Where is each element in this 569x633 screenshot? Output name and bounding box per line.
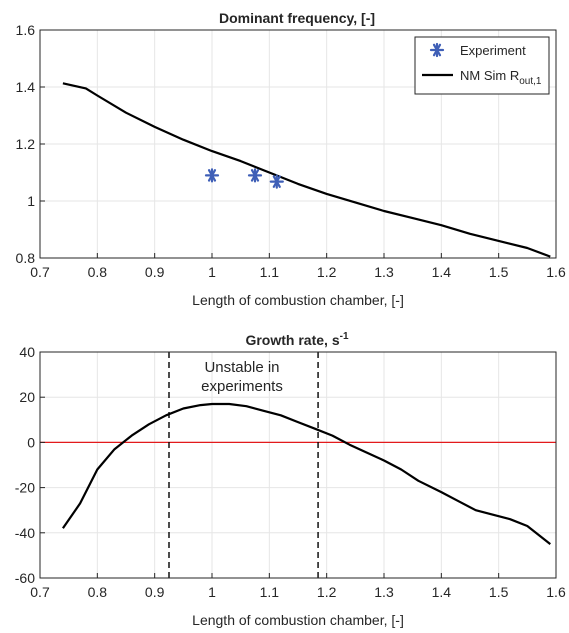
series-lines — [61, 402, 551, 545]
chart-title: Growth rate, s-1 — [245, 331, 348, 348]
chart-dominant-frequency: Dominant frequency, [-] 0.7 0.8 0.9 1 1.1 1.2… — [16, 10, 566, 308]
y-tick-label: -20 — [15, 480, 35, 496]
legend-asterisk-icon — [429, 42, 445, 58]
x-tick-label: 0.7 — [30, 264, 50, 280]
y-tick-label: 1.4 — [16, 79, 36, 95]
x-tick-label: 0.7 — [30, 584, 50, 600]
legend: Experiment NM Sim Rout,1 — [414, 36, 550, 95]
x-tick-label: 0.8 — [88, 584, 108, 600]
annotation-line-1: Unstable in — [204, 359, 279, 376]
x-tick-label: 1.3 — [374, 584, 394, 600]
x-tick-label: 0.9 — [145, 264, 165, 280]
y-tick-label: 0.8 — [16, 250, 36, 266]
data-point-experiment — [269, 174, 284, 189]
x-tick-label: 1.2 — [317, 264, 337, 280]
series-line — [62, 82, 551, 258]
x-tick-label: 1.6 — [546, 584, 566, 600]
y-tick-label: 40 — [19, 344, 35, 360]
legend-marker-experiment — [429, 42, 445, 58]
x-axis-ticks: 0.7 0.8 0.9 1 1.1 1.2 1.3 1.4 1.5 1.6 — [30, 573, 566, 600]
annotation-line-2: experiments — [201, 378, 283, 395]
x-tick-label: 0.9 — [145, 584, 165, 600]
x-tick-label: 1.1 — [260, 264, 280, 280]
data-point-experiment — [204, 168, 220, 183]
x-tick-label: 1.6 — [546, 264, 566, 280]
x-tick-label: 0.8 — [88, 264, 108, 280]
x-tick-label: 1.1 — [260, 584, 280, 600]
legend-label-nm-sim: NM Sim Rout,1 — [460, 68, 542, 87]
plot-area-frame — [39, 351, 557, 579]
x-tick-label: 1.3 — [374, 264, 394, 280]
y-axis-ticks: 0.8 1 1.2 1.4 1.6 — [16, 22, 45, 266]
y-tick-label: 0 — [27, 434, 35, 450]
x-tick-label: 1.5 — [489, 264, 509, 280]
x-axis-ticks: 0.7 0.8 0.9 1 1.1 1.2 1.3 1.4 1.5 1.6 — [30, 253, 566, 280]
data-point-experiment — [247, 168, 263, 183]
x-axis-label: Length of combustion chamber, [-] — [192, 292, 404, 308]
series-line — [61, 402, 551, 545]
series-markers — [204, 168, 284, 189]
series-lines — [62, 82, 551, 258]
annotation-unstable: Unstable in experiments — [201, 359, 283, 395]
x-tick-label: 1 — [208, 264, 216, 280]
y-tick-label: 1 — [27, 193, 35, 209]
y-tick-label: 1.2 — [16, 136, 36, 152]
x-axis-label: Length of combustion chamber, [-] — [192, 612, 404, 628]
y-axis-ticks: -60 -40 -20 0 20 40 — [15, 344, 45, 586]
x-tick-label: 1.5 — [489, 584, 509, 600]
y-tick-label: 1.6 — [16, 22, 36, 38]
x-tick-label: 1 — [208, 584, 216, 600]
experiment-bounds — [168, 352, 319, 578]
legend-label-experiment: Experiment — [460, 43, 526, 58]
y-tick-label: -40 — [15, 525, 35, 541]
y-tick-label: 20 — [19, 389, 35, 405]
grid — [39, 351, 557, 579]
x-tick-label: 1.2 — [317, 584, 337, 600]
chart-title: Dominant frequency, [-] — [219, 10, 375, 26]
chart-growth-rate: Growth rate, s-1 0.7 0.8 0.9 1 1.1 1.2 1.3 1.4 1… — [15, 331, 566, 628]
y-tick-label: -60 — [15, 570, 35, 586]
x-tick-label: 1.4 — [432, 584, 452, 600]
x-tick-label: 1.4 — [432, 264, 452, 280]
